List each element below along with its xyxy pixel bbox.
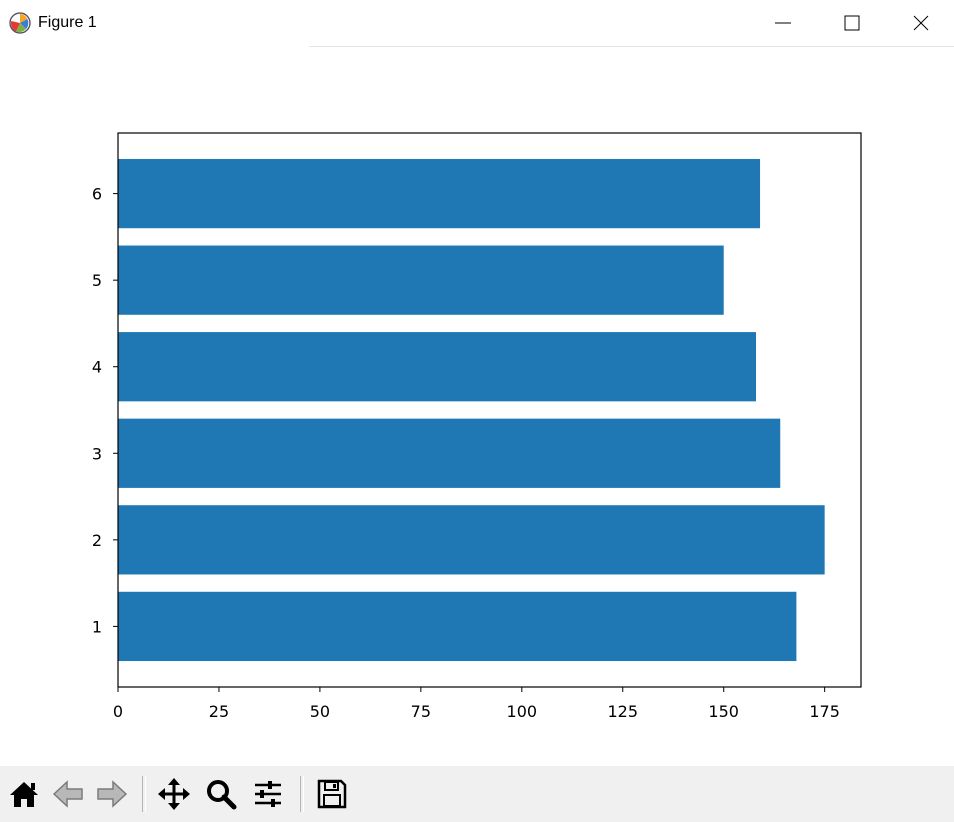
figure-canvas[interactable]: 1 2 3 4 5 6 0 25 50 75 100 125 150 175 (0, 47, 954, 766)
matplotlib-icon (8, 11, 32, 35)
bar-5 (118, 245, 724, 315)
y-tick-label: 3 (92, 444, 102, 463)
x-tick-label: 175 (809, 702, 840, 721)
y-tick-label: 2 (92, 531, 102, 550)
maximize-icon (844, 15, 860, 31)
bar-2 (118, 505, 825, 575)
y-tick-label: 4 (92, 358, 102, 377)
x-tick-label: 50 (310, 702, 330, 721)
back-arrow-icon (52, 780, 83, 808)
close-icon (913, 15, 929, 31)
home-button[interactable] (4, 774, 44, 814)
home-icon (10, 782, 38, 807)
minimize-button[interactable] (748, 0, 818, 46)
bar-4 (118, 332, 757, 402)
zoom-button[interactable] (201, 774, 241, 814)
x-tick-label: 150 (708, 702, 739, 721)
forward-arrow-icon (97, 780, 128, 808)
title-separator (309, 46, 954, 47)
pan-button[interactable] (154, 774, 194, 814)
axes-frame (117, 132, 862, 688)
minimize-icon (775, 22, 791, 24)
pan-icon (158, 778, 190, 810)
configure-subplots-icon (255, 781, 281, 807)
window-title: Figure 1 (38, 14, 97, 31)
x-tick-label: 75 (411, 702, 431, 721)
y-tick-label: 6 (92, 185, 102, 204)
save-button[interactable] (312, 774, 352, 814)
zoom-icon (207, 780, 237, 810)
x-tick-label: 0 (113, 702, 123, 721)
y-tick-label: 5 (92, 271, 102, 290)
toolbar-separator (142, 776, 146, 812)
maximize-button[interactable] (817, 0, 887, 46)
x-tick-label: 125 (607, 702, 638, 721)
bar-chart: 1 2 3 4 5 6 0 25 50 75 100 125 150 175 (92, 132, 862, 721)
bar-6 (118, 158, 761, 229)
configure-subplots-button[interactable] (248, 774, 288, 814)
back-button[interactable] (48, 774, 88, 814)
bar-1 (118, 591, 797, 662)
y-tick-label: 1 (92, 617, 102, 636)
close-button[interactable] (886, 0, 954, 46)
x-tick-label: 25 (209, 702, 229, 721)
navigation-toolbar (0, 766, 954, 822)
bar-3 (118, 418, 781, 488)
forward-button[interactable] (92, 774, 132, 814)
save-icon (317, 779, 347, 809)
toolbar-separator (300, 776, 304, 812)
title-bar: Figure 1 (0, 0, 954, 47)
x-tick-label: 100 (507, 702, 538, 721)
